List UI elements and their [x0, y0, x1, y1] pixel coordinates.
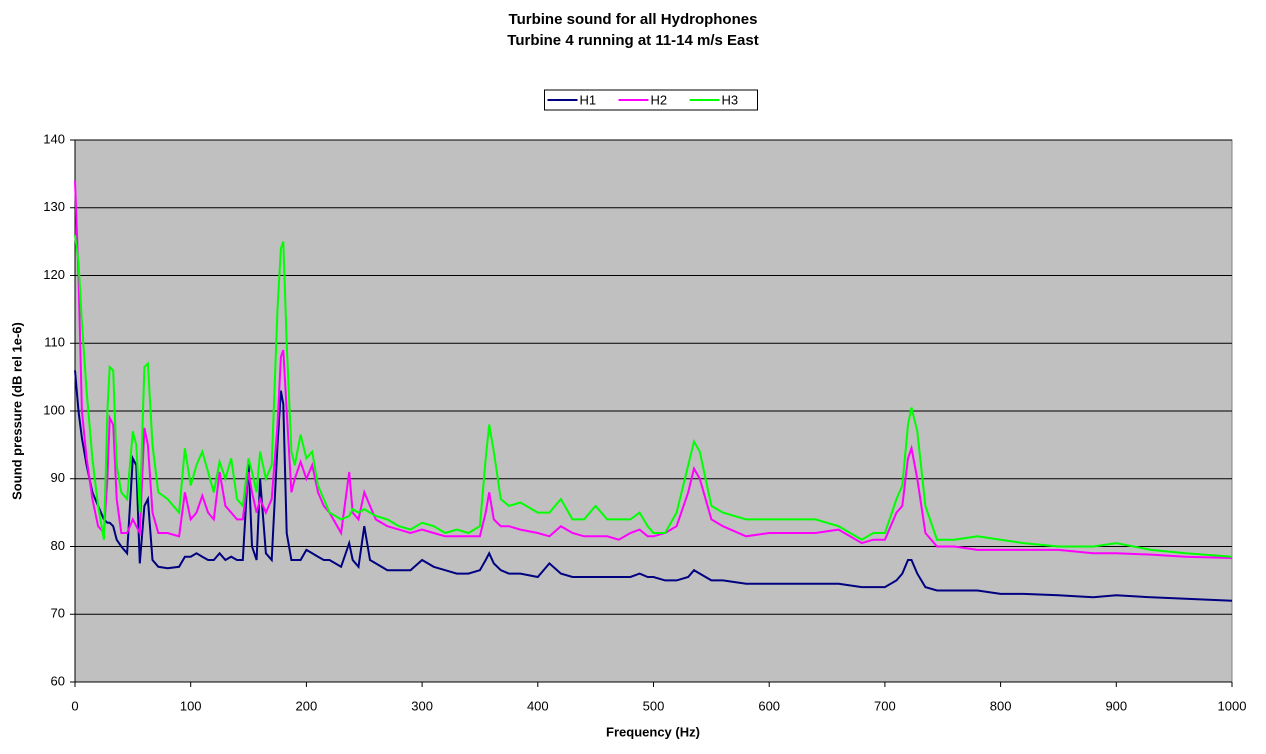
y-tick-label: 70 — [51, 606, 65, 621]
legend-label: H1 — [580, 92, 597, 107]
y-tick-label: 110 — [44, 335, 65, 350]
chart-subtitle: Turbine 4 running at 11-14 m/s East — [507, 32, 758, 49]
x-tick-label: 100 — [180, 698, 202, 713]
y-tick-label: 100 — [43, 402, 65, 417]
y-tick-label: 80 — [51, 538, 65, 553]
chart-title: Turbine sound for all Hydrophones — [509, 11, 758, 28]
series-line — [74, 180, 1233, 559]
y-axis-label: Sound pressure (dB rel 1e-6) — [9, 322, 24, 500]
y-tick-label: 60 — [51, 673, 65, 688]
x-tick-label: 0 — [71, 698, 78, 713]
y-tick-label: 140 — [43, 131, 65, 146]
x-tick-label: 200 — [296, 698, 318, 713]
y-tick-label: 130 — [43, 199, 65, 214]
x-axis-label: Frequency (Hz) — [606, 724, 700, 739]
x-tick-label: 900 — [1105, 698, 1127, 713]
legend-label: H3 — [722, 92, 739, 107]
x-tick-label: 1000 — [1218, 698, 1247, 713]
y-tick-label: 90 — [51, 470, 65, 485]
x-tick-label: 700 — [874, 698, 896, 713]
legend-box — [544, 89, 758, 111]
x-tick-label: 800 — [990, 698, 1012, 713]
x-tick-label: 300 — [411, 698, 433, 713]
legend-label: H2 — [651, 92, 668, 107]
x-tick-label: 500 — [643, 698, 665, 713]
y-tick-label: 120 — [43, 267, 65, 282]
series-line — [74, 370, 1233, 602]
x-tick-label: 600 — [758, 698, 780, 713]
series-line — [74, 234, 1233, 558]
x-tick-label: 400 — [527, 698, 549, 713]
